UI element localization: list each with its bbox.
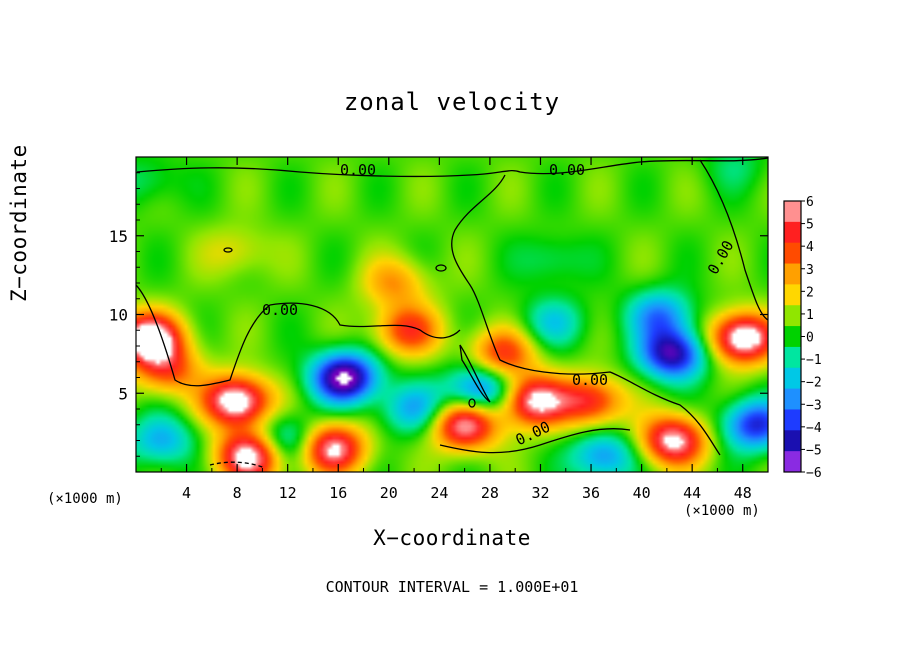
contour-small-1 <box>223 247 233 253</box>
x-unit-right: (×1000 m) <box>684 503 760 519</box>
x-tick-label: 36 <box>582 484 600 502</box>
colorbar-label: −6 <box>806 466 822 481</box>
colorbar-swatch <box>784 305 801 327</box>
x-tick-label: 32 <box>531 484 549 502</box>
contour-line-blob <box>459 344 491 403</box>
y-axis-label: Z−coordinate <box>7 144 32 302</box>
y-tick-label: 10 <box>109 306 128 325</box>
x-tick-label: 16 <box>329 484 347 502</box>
colorbar-swatch <box>784 263 801 285</box>
colorbar-swatch <box>784 284 801 306</box>
zero-contours <box>136 157 768 469</box>
contour-line-center <box>451 174 721 456</box>
contour-line-right <box>699 159 768 321</box>
contour-line-top <box>136 157 768 178</box>
x-tick-label: 8 <box>233 484 242 502</box>
colorbar-swatch <box>784 388 801 410</box>
x-axis: 4 8 12 16 20 24 28 32 36 40 44 48 <box>160 157 752 502</box>
colorbar-label: −3 <box>806 398 822 413</box>
colorbar-swatch <box>784 367 801 390</box>
contour-label: 0.00 <box>572 371 608 389</box>
colorbar-label: 1 <box>806 308 814 323</box>
colorbar-label: 0 <box>806 331 814 346</box>
colorbar-label: −1 <box>806 353 822 368</box>
colorbar-label: −5 <box>806 443 822 458</box>
contour-dashed <box>209 461 266 469</box>
colorbar-swatch <box>784 451 801 473</box>
x-tick-label: 12 <box>279 484 297 502</box>
colorbar-swatch <box>784 201 801 223</box>
colorbar-swatch <box>784 242 801 265</box>
x-tick-label: 48 <box>734 484 752 502</box>
colorbar-swatch <box>784 221 801 244</box>
colorbar-swatch <box>784 346 801 369</box>
velocity-field <box>136 157 768 472</box>
y-tick-label: 15 <box>109 227 128 246</box>
colorbar-label: 4 <box>806 240 814 255</box>
colorbar-swatch <box>784 409 801 431</box>
contour-label: 0.00 <box>340 161 376 179</box>
contour-label: 0.00 <box>262 301 298 319</box>
contour-line-bottom <box>439 428 631 454</box>
colorbar-swatch <box>784 326 801 348</box>
x-unit-left: (×1000 m) <box>47 491 123 507</box>
x-tick-label: 40 <box>633 484 651 502</box>
contour-line-left <box>136 284 461 387</box>
y-axis: 5 10 15 <box>109 172 768 457</box>
colorbar-label: 6 <box>806 195 814 210</box>
colorbar-swatch <box>784 430 801 452</box>
contour-small-2 <box>435 264 447 272</box>
colorbar-label: 5 <box>806 218 814 233</box>
x-tick-label: 24 <box>430 484 448 502</box>
contour-label: 0.00 <box>549 161 585 179</box>
x-tick-label: 44 <box>683 484 701 502</box>
colorbar-label: −2 <box>806 376 822 391</box>
x-tick-label: 28 <box>481 484 499 502</box>
colorbar-label: −4 <box>806 421 822 436</box>
contour-interval-note: CONTOUR INTERVAL = 1.000E+01 <box>325 578 579 596</box>
colorbar-label: 3 <box>806 263 814 278</box>
chart-title: zonal velocity <box>343 88 561 116</box>
x-tick-label: 20 <box>380 484 398 502</box>
contour-small-3 <box>468 398 476 408</box>
colorbar-label: 2 <box>806 285 814 300</box>
y-tick-label: 5 <box>118 384 128 403</box>
colorbar: 6 5 4 3 2 1 0 −1 −2 −3 −4 −5 −6 <box>783 195 822 481</box>
x-tick-label: 4 <box>182 484 191 502</box>
x-axis-label: X−coordinate <box>373 526 531 550</box>
